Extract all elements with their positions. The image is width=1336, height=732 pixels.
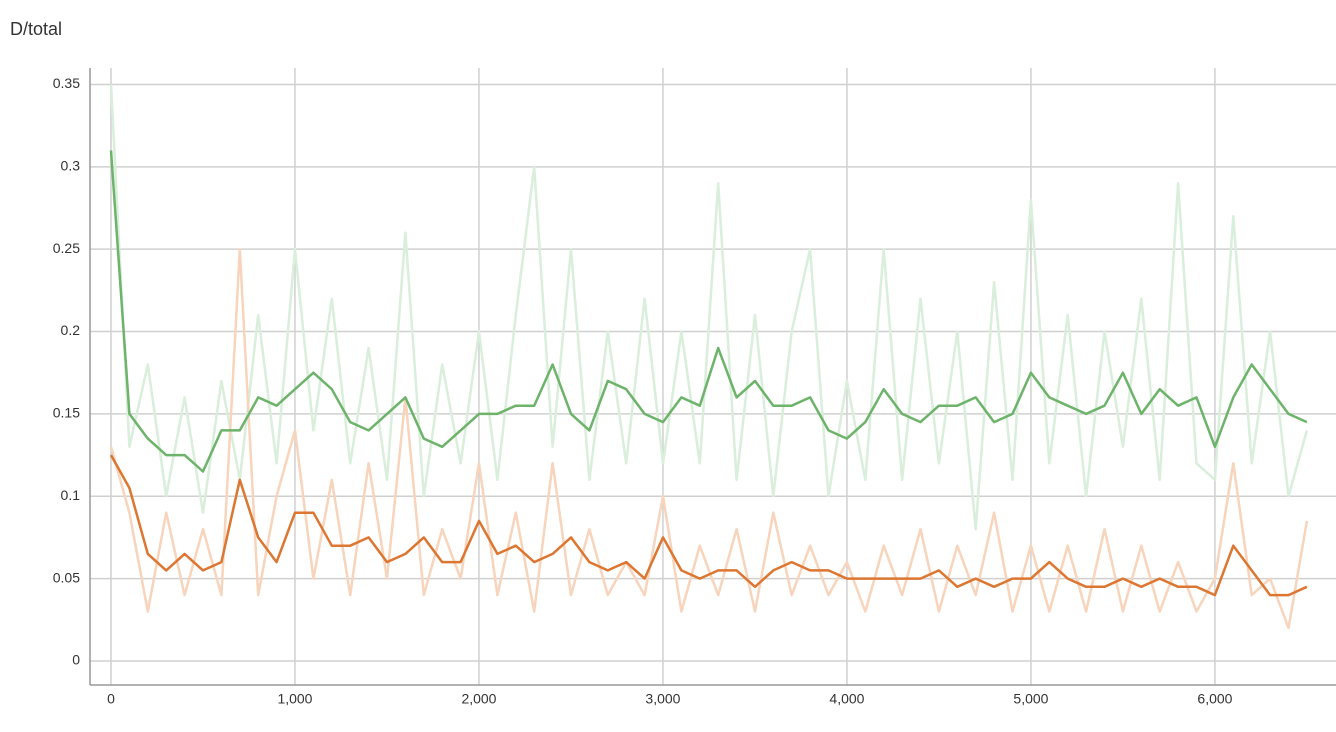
x-tick-label: 4,000 <box>829 691 864 707</box>
y-tick-label: 0.1 <box>61 487 81 503</box>
y-tick-label: 0 <box>72 652 80 668</box>
chart-title: D/total <box>10 19 62 39</box>
x-tick-label: 1,000 <box>277 691 312 707</box>
series-line <box>109 150 1308 473</box>
y-tick-label: 0.35 <box>53 75 80 91</box>
y-tick-label: 0.25 <box>53 240 80 256</box>
x-tick-label: 6,000 <box>1197 691 1232 707</box>
series-line <box>109 454 1308 597</box>
x-tick-label: 5,000 <box>1013 691 1048 707</box>
x-tick-label: 0 <box>107 691 115 707</box>
y-tick-label: 0.2 <box>61 322 81 338</box>
series-line <box>109 84 1309 531</box>
y-tick-label: 0.05 <box>53 569 80 585</box>
x-tick-label: 2,000 <box>461 691 496 707</box>
x-tick-label: 3,000 <box>645 691 680 707</box>
y-tick-label: 0.3 <box>61 158 81 174</box>
series-line <box>109 247 1309 630</box>
y-tick-label: 0.15 <box>53 405 80 421</box>
